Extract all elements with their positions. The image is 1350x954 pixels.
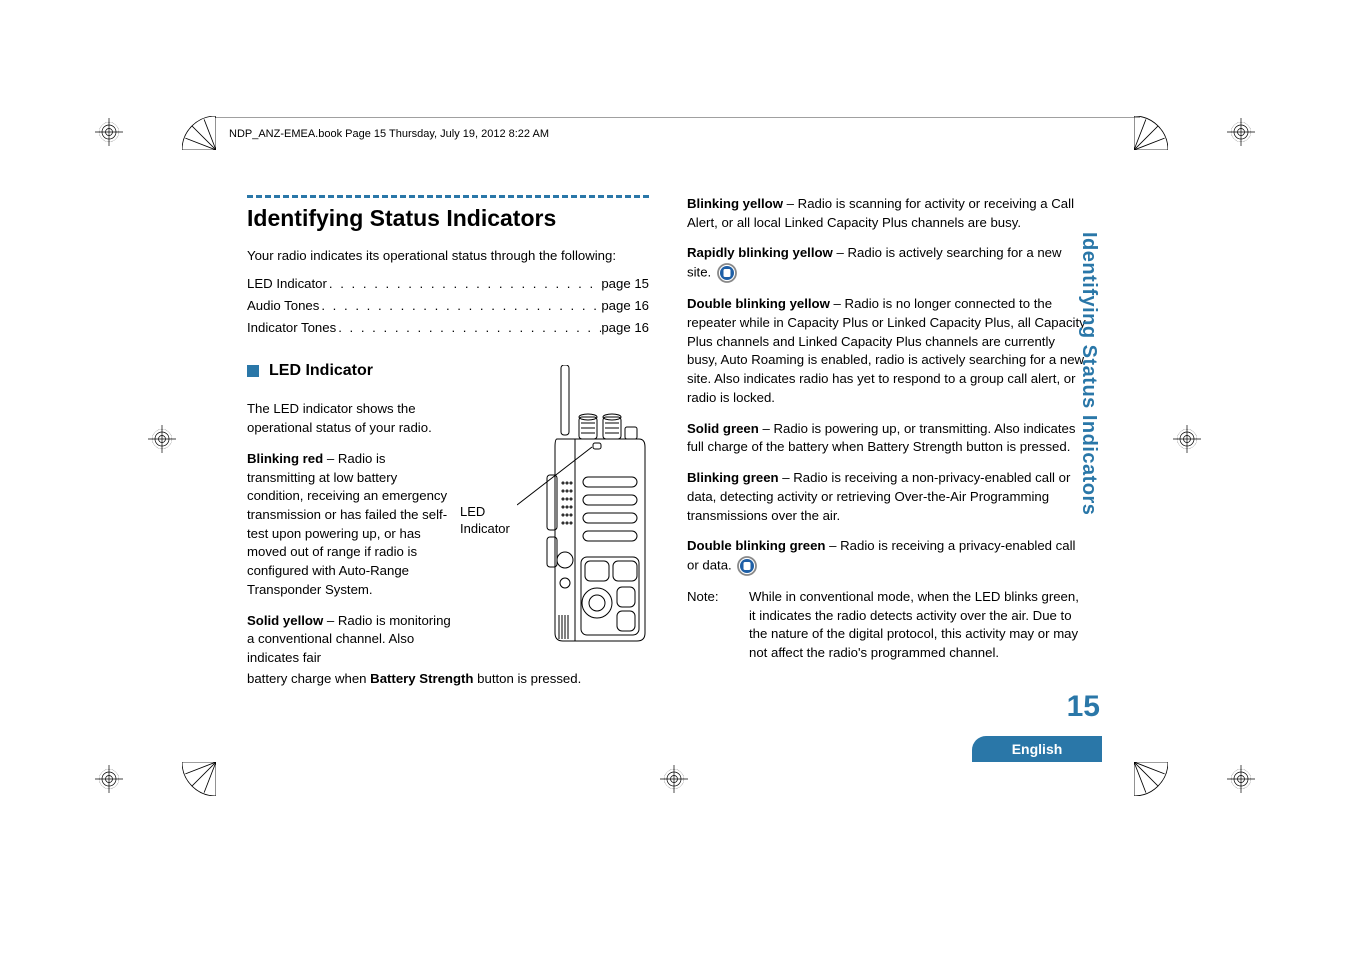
registration-mark-icon bbox=[95, 765, 123, 793]
status-sep: – bbox=[783, 196, 798, 211]
status-item: Solid green – Radio is powering up, or t… bbox=[687, 420, 1089, 457]
intro-text: Your radio indicates its operational sta… bbox=[247, 247, 649, 266]
toc-row: LED Indicator . . . . . . . . . . . . . … bbox=[247, 275, 649, 294]
language-tab: English bbox=[972, 736, 1102, 762]
note-label: Note: bbox=[687, 588, 729, 663]
section-divider bbox=[247, 195, 649, 198]
status-term: Solid green bbox=[687, 421, 759, 436]
status-body: Radio is transmitting at low battery con… bbox=[247, 451, 447, 597]
registration-mark-icon bbox=[660, 765, 688, 793]
tail-bold: Battery Strength bbox=[370, 671, 473, 686]
status-sep: – bbox=[323, 613, 338, 628]
figure-callout-indicator: Indicator bbox=[460, 520, 510, 538]
status-term: Blinking red bbox=[247, 451, 323, 466]
toc-label: Audio Tones bbox=[247, 297, 319, 316]
section-lead: The LED indicator shows the operational … bbox=[247, 400, 452, 437]
corner-mark-icon bbox=[182, 116, 216, 150]
feature-badge-icon bbox=[737, 556, 757, 576]
section-bullet-icon bbox=[247, 365, 259, 377]
corner-mark-icon bbox=[1134, 116, 1168, 150]
toc-label: Indicator Tones bbox=[247, 319, 336, 338]
header-rule bbox=[215, 117, 1140, 118]
toc-page: page 15 bbox=[601, 275, 649, 294]
status-term: Double blinking yellow bbox=[687, 296, 830, 311]
tail-suffix: button is pressed. bbox=[474, 671, 582, 686]
status-term: Blinking green bbox=[687, 470, 779, 485]
status-item: Double blinking green – Radio is receivi… bbox=[687, 537, 1089, 576]
toc-page: page 16 bbox=[601, 297, 649, 316]
status-term: Blinking yellow bbox=[687, 196, 783, 211]
registration-mark-icon bbox=[148, 425, 176, 453]
registration-mark-icon bbox=[95, 118, 123, 146]
toc-page: page 16 bbox=[601, 319, 649, 338]
status-sep: – bbox=[323, 451, 338, 466]
page-header: NDP_ANZ-EMEA.book Page 15 Thursday, July… bbox=[229, 128, 549, 140]
status-sep: – bbox=[779, 470, 794, 485]
status-item-tail: battery charge when Battery Strength but… bbox=[247, 670, 649, 689]
note: Note: While in conventional mode, when t… bbox=[687, 588, 1089, 663]
status-body: Radio is no longer connected to the repe… bbox=[687, 296, 1086, 405]
toc-row: Indicator Tones . . . . . . . . . . . . … bbox=[247, 319, 649, 338]
status-sep: – bbox=[759, 421, 774, 436]
status-term: Double blinking green bbox=[687, 538, 825, 553]
radio-device-icon bbox=[517, 365, 657, 645]
status-item: Blinking green – Radio is receiving a no… bbox=[687, 469, 1089, 525]
status-item: Blinking yellow – Radio is scanning for … bbox=[687, 195, 1089, 232]
section-heading: LED Indicator bbox=[269, 360, 373, 383]
figure-callout-led: LED bbox=[460, 503, 485, 521]
corner-mark-icon bbox=[1134, 762, 1168, 796]
status-item: Blinking red – Radio is transmitting at … bbox=[247, 450, 452, 600]
status-sep: – bbox=[833, 245, 848, 260]
toc-leader: . . . . . . . . . . . . . . . . . . . . … bbox=[319, 297, 601, 316]
note-body: While in conventional mode, when the LED… bbox=[749, 588, 1089, 663]
toc-row: Audio Tones . . . . . . . . . . . . . . … bbox=[247, 297, 649, 316]
status-term: Rapidly blinking yellow bbox=[687, 245, 833, 260]
status-sep: – bbox=[830, 296, 845, 311]
tail-prefix: battery charge when bbox=[247, 671, 370, 686]
side-tab-title: Identifying Status Indicators bbox=[1077, 232, 1100, 515]
corner-mark-icon bbox=[182, 762, 216, 796]
toc-leader: . . . . . . . . . . . . . . . . . . . . … bbox=[336, 319, 601, 338]
status-item: Double blinking yellow – Radio is no lon… bbox=[687, 295, 1089, 407]
status-term: Solid yellow bbox=[247, 613, 323, 628]
status-item: Rapidly blinking yellow – Radio is activ… bbox=[687, 244, 1089, 283]
registration-mark-icon bbox=[1227, 765, 1255, 793]
feature-badge-icon bbox=[717, 263, 737, 283]
toc-label: LED Indicator bbox=[247, 275, 327, 294]
toc-leader: . . . . . . . . . . . . . . . . . . . . … bbox=[327, 275, 601, 294]
registration-mark-icon bbox=[1227, 118, 1255, 146]
page-title: Identifying Status Indicators bbox=[247, 202, 649, 235]
status-item: Solid yellow – Radio is monitoring a con… bbox=[247, 612, 452, 668]
page-number: 15 bbox=[1067, 690, 1100, 724]
status-sep: – bbox=[825, 538, 840, 553]
registration-mark-icon bbox=[1173, 425, 1201, 453]
